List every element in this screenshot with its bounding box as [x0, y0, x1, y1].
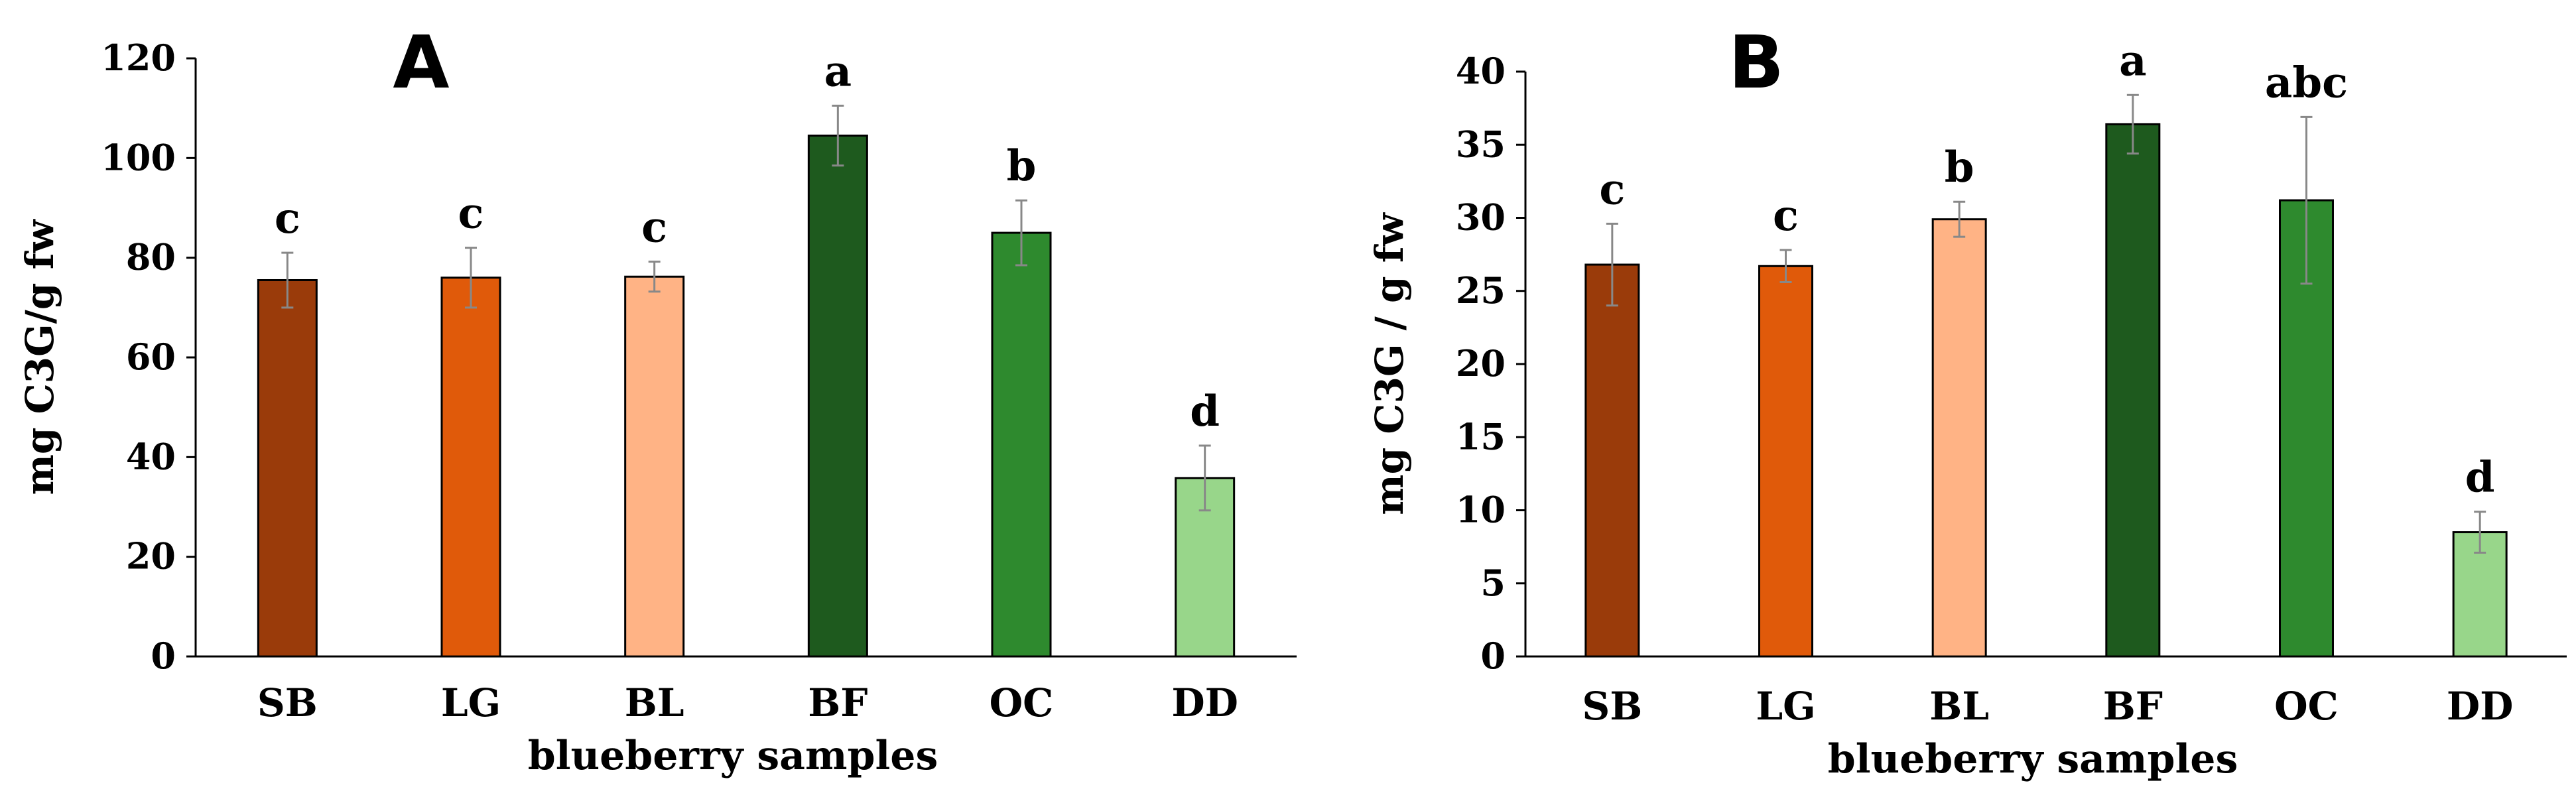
panel-b-category-label: BL: [1929, 684, 1989, 729]
panel-a-significance-letter: a: [824, 46, 852, 96]
panel-b-x-axis-title: blueberry samples: [1828, 736, 2238, 782]
panel-b-significance-letter: d: [2465, 453, 2495, 503]
panel-b-category-label: SB: [1582, 684, 1642, 729]
panel-a-y-tick-label: 120: [101, 36, 176, 79]
panel-a-category-label: SB: [257, 680, 318, 725]
panel-b-y-tick-label: 30: [1456, 196, 1506, 239]
panel-a-y-tick-label: 0: [151, 635, 176, 677]
panel-a-y-tick-label: 100: [101, 136, 176, 178]
panel-a-category-label: BL: [625, 680, 684, 725]
panel-a-bar: [624, 275, 685, 658]
panel-a-category-label: DD: [1171, 680, 1238, 725]
panel-a-y-axis-title: mg C3G/g fw: [17, 218, 62, 495]
panel-b-significance-letter: c: [1773, 191, 1799, 241]
panel-a-bar: [257, 279, 318, 658]
panel-a-y-tick-label: 80: [126, 236, 176, 279]
panel-b-bar: [1931, 218, 1987, 658]
panel-b-significance-letter: abc: [2265, 58, 2348, 107]
panel-b-y-tick-label: 10: [1456, 489, 1506, 531]
panel-b-bar: [2105, 123, 2161, 658]
panel-a-significance-letter: b: [1007, 141, 1037, 191]
panel-b-bar: [1758, 265, 1813, 658]
panel-b-category-label: BF: [2103, 684, 2163, 729]
panel-b-category-label: OC: [2274, 684, 2339, 729]
panel-b-y-tick-label: 20: [1456, 342, 1506, 385]
panel-b-y-tick-label: 25: [1456, 269, 1506, 312]
panel-b-y-tick-label: 15: [1456, 415, 1506, 458]
panel-a-significance-letter: d: [1190, 387, 1220, 436]
panel-b-significance-letter: a: [2119, 36, 2146, 86]
panel-a-bar: [991, 231, 1052, 658]
panel-b-y-tick-label: 40: [1456, 50, 1506, 92]
panel-a-significance-letter: c: [275, 194, 300, 243]
panel-a-bar: [807, 135, 868, 658]
panel-b-category-label: DD: [2447, 684, 2514, 729]
panel-a-x-axis-title: blueberry samples: [528, 733, 938, 779]
panel-b-y-tick-label: 5: [1480, 562, 1506, 604]
panel-a-significance-letter: c: [641, 203, 667, 253]
panel-a-y-tick-label: 40: [126, 435, 176, 477]
panel-a-category-label: OC: [990, 680, 1054, 725]
panel-a-category-label: LG: [441, 680, 501, 725]
panel-b-panel-letter: B: [1728, 20, 1784, 105]
panel-b-y-axis-title: mg C3G / g fw: [1367, 212, 1412, 515]
panel-a-y-tick-label: 20: [126, 535, 176, 578]
panel-a-bar: [440, 277, 501, 658]
panel-a-y-tick-label: 60: [126, 336, 176, 378]
panel-a-panel-letter: A: [393, 20, 449, 105]
panel-b-significance-letter: b: [1945, 143, 1974, 192]
panel-b-y-tick-label: 0: [1480, 635, 1506, 677]
panel-b-category-label: LG: [1756, 684, 1815, 729]
panel-b-bar: [1584, 263, 1640, 658]
panel-a-category-label: BF: [808, 680, 868, 725]
panel-a-significance-letter: c: [458, 189, 484, 239]
panel-b-y-tick-label: 35: [1456, 123, 1506, 165]
panel-b-significance-letter: c: [1599, 164, 1625, 214]
